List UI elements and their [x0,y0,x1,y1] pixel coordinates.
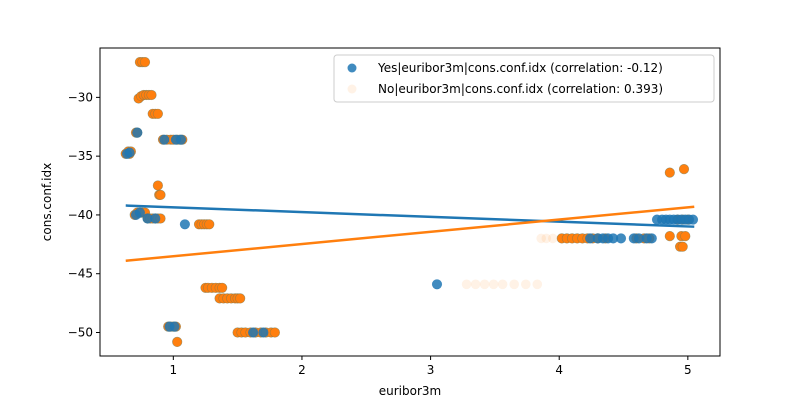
point-1-1 [124,147,135,158]
point-0-16 [146,89,157,101]
point-0-61 [235,293,246,304]
point-1-7 [159,134,170,145]
faint-point-2-4 [497,279,508,290]
point-0-19 [139,56,151,68]
point-1-25 [646,233,657,244]
legend-marker-yes [347,63,357,73]
points-layer [120,56,699,348]
trend-line-no [125,205,695,263]
point-0-54 [217,282,228,293]
faint-point-2-3 [488,279,499,290]
point-0-83 [664,231,675,242]
x-tick-label: 2 [298,363,306,377]
faint-point-2-2 [479,279,490,290]
faint-point-2-10 [548,233,558,244]
point-1-15 [431,279,443,290]
point-1-3 [134,207,145,218]
faint-point-2-0 [461,279,472,290]
y-axis-label: cons.conf.idx [40,163,54,241]
legend-label-no: No|euribor3m|cons.conf.idx (correlation:… [378,82,663,96]
point-0-70 [269,327,281,338]
y-tick-label: −30 [68,90,93,104]
faint-point-2-7 [532,279,543,290]
point-0-28 [152,108,163,119]
legend: Yes|euribor3m|cons.conf.idx (correlation… [333,54,715,103]
x-tick-label: 3 [427,363,435,377]
point-0-43 [172,336,183,348]
y-tick-label: −35 [68,149,93,163]
point-0-48 [204,219,215,230]
faint-point-2-5 [509,279,519,290]
point-1-13 [248,327,259,338]
point-0-87 [678,164,690,175]
y-tick-label: −40 [68,208,93,222]
point-1-14 [258,327,269,338]
legend-label-yes: Yes|euribor3m|cons.conf.idx (correlation… [377,61,663,75]
point-0-89 [677,241,688,252]
y-tick-label: −50 [68,325,93,339]
x-tick-label: 4 [555,363,563,377]
faint-point-2-6 [521,279,531,290]
y-tick-label: −45 [68,267,93,281]
x-axis-ticks: 1 2 3 4 5 [169,356,692,377]
x-tick-label: 1 [169,363,177,377]
point-1-6 [150,213,161,224]
faint-point-2-8 [536,233,546,244]
x-tick-label: 5 [684,363,692,377]
point-0-85 [680,231,691,242]
legend-marker-no [347,84,357,94]
point-0-29 [152,180,163,191]
point-0-31 [155,189,166,200]
point-0-86 [664,167,675,178]
point-1-12 [179,219,190,230]
y-axis-ticks: −50 −45 −40 −35 −30 [68,90,100,339]
plot-frame [99,47,721,357]
trend-line-yes [125,204,695,228]
legend-box [333,54,715,103]
x-axis-label: euribor3m [379,384,441,398]
point-1-11 [169,321,180,332]
point-1-35 [687,214,699,225]
point-1-4 [132,127,143,138]
trend-lines [125,204,695,263]
point-1-21 [615,233,627,244]
faint-point-2-1 [470,279,481,290]
faint-point-2-9 [541,233,552,244]
point-1-9 [175,134,187,145]
